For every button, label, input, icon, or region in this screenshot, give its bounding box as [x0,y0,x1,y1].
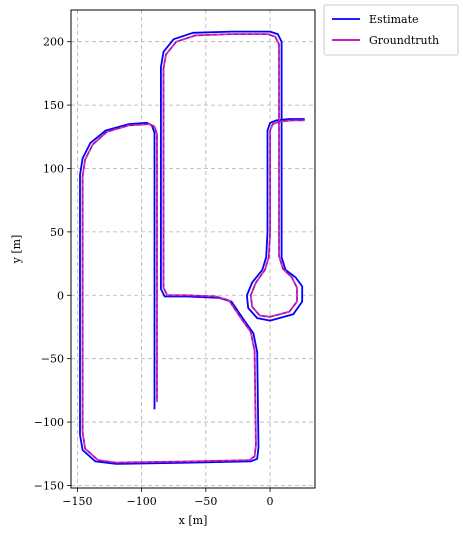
y-axis-label: y [m] [10,235,23,265]
y-tick-label: −150 [34,479,64,492]
series-layer [79,30,305,465]
y-tick-label: −50 [41,353,64,366]
y-tick-label: 100 [43,162,64,175]
y-tick-label: 50 [50,226,64,239]
legend-box [323,4,459,56]
x-tick-label: −150 [62,495,92,508]
y-tick-label: 0 [57,289,64,302]
axes-frame [70,9,316,489]
legend-label-estimate: Estimate [369,13,419,26]
series-line-estimate [79,30,305,465]
error-overlay-line [82,33,305,464]
y-tick-label: 200 [43,36,64,49]
y-tick-label: −100 [34,416,64,429]
legend: Estimate Groundtruth [323,4,459,56]
x-tick-label: −100 [127,495,157,508]
x-axis-label: x [m] [179,514,208,527]
series-line-groundtruth [81,33,305,464]
y-tick-label: 150 [43,99,64,112]
ticks: −150 −100 −50 0 −150 −100 −50 0 50 100 150 200 [34,36,274,508]
x-tick-label: 0 [267,495,274,508]
legend-label-groundtruth: Groundtruth [369,34,439,47]
x-tick-label: −50 [194,495,217,508]
